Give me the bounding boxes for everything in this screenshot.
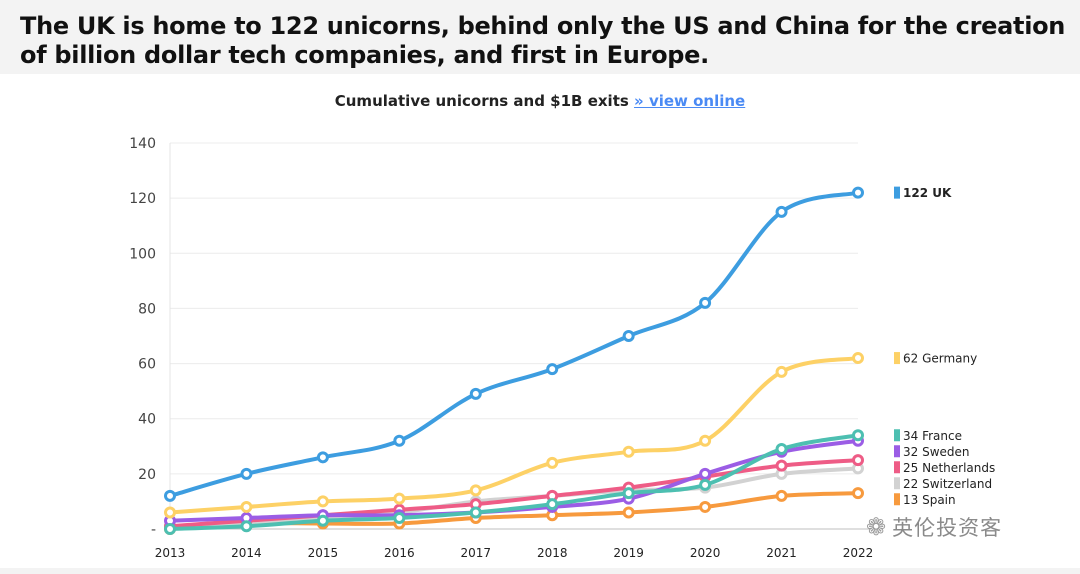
data-point-france [393, 511, 406, 524]
watermark-text: 英伦投资客 [892, 516, 1003, 540]
wechat-icon: ❁ [866, 513, 887, 541]
series-line-germany [168, 356, 860, 515]
data-point-germany [393, 492, 406, 505]
data-point-uk [546, 363, 559, 376]
data-point-uk [852, 186, 864, 199]
data-point-germany [622, 445, 635, 458]
data-point-spain [852, 487, 864, 500]
data-point-france [240, 520, 253, 533]
y-tick-label: 100 [129, 246, 156, 262]
watermark: ❁ 英伦投资客 [866, 512, 1002, 542]
data-point-spain [775, 489, 788, 502]
data-point-germany [699, 434, 712, 447]
data-point-germany [240, 500, 253, 513]
legend-swatch-netherlands [894, 461, 900, 474]
chart-title: Cumulative unicorns and $1B exits » view… [0, 92, 1080, 110]
legend-label-france: 34 France [903, 429, 962, 443]
legend-swatch-spain [894, 493, 900, 506]
view-online-link[interactable]: » view online [634, 92, 746, 110]
data-point-germany [164, 506, 176, 519]
data-point-germany [469, 484, 482, 497]
data-point-spain [699, 500, 712, 513]
y-tick-label: 80 [138, 301, 156, 317]
data-point-uk [699, 296, 712, 309]
y-tick-label: 140 [129, 136, 156, 152]
x-tick-label: 2016 [384, 546, 415, 560]
data-point-france [164, 523, 176, 535]
legend-label-germany: 62 Germany [903, 352, 977, 366]
x-tick-label: 2014 [231, 546, 262, 560]
data-point-uk [393, 434, 406, 447]
x-tick-label: 2018 [537, 546, 568, 560]
data-point-uk [164, 489, 176, 502]
y-tick-label: 60 [138, 357, 156, 373]
legend-label-uk: 122 UK [903, 186, 952, 200]
x-tick-label: 2013 [155, 546, 186, 560]
data-point-spain [622, 506, 635, 519]
series-line-france [168, 433, 860, 531]
data-point-france [546, 498, 559, 511]
data-point-uk [240, 467, 253, 480]
x-tick-label: 2019 [613, 546, 644, 560]
data-point-germany [775, 365, 788, 378]
legend-swatch-uk [894, 186, 900, 199]
data-point-germany [316, 495, 329, 508]
data-point-uk [775, 205, 788, 218]
legend-swatch-france [894, 429, 900, 442]
data-point-uk [622, 330, 635, 342]
data-point-netherlands [775, 459, 788, 472]
legend-label-sweden: 32 Sweden [903, 445, 970, 459]
bottom-band [0, 568, 1080, 574]
y-tick-label: 20 [138, 467, 156, 483]
legend-swatch-switzerland [894, 477, 900, 490]
data-point-netherlands [852, 454, 864, 467]
x-tick-label: 2015 [308, 546, 339, 560]
data-point-sweden [699, 467, 712, 480]
y-tick-label: 120 [129, 191, 156, 207]
x-tick-label: 2021 [766, 546, 797, 560]
x-tick-label: 2017 [461, 546, 492, 560]
legend-label-spain: 13 Spain [903, 493, 956, 507]
data-point-france [469, 506, 482, 519]
y-tick-label: - [151, 522, 156, 538]
legend-label-netherlands: 25 Netherlands [903, 461, 995, 475]
data-point-uk [316, 451, 329, 464]
legend-label-switzerland: 22 Switzerland [903, 477, 992, 491]
data-point-france [622, 487, 635, 500]
data-point-germany [852, 352, 864, 365]
data-point-france [852, 429, 864, 442]
data-point-france [775, 443, 788, 456]
headline-band [0, 0, 1080, 74]
legend-swatch-germany [894, 352, 900, 365]
y-tick-label: 40 [138, 412, 156, 428]
legend-swatch-sweden [894, 445, 900, 458]
series-line-uk [168, 190, 860, 498]
data-point-france [316, 514, 329, 527]
x-tick-label: 2022 [843, 546, 874, 560]
x-tick-label: 2020 [690, 546, 721, 560]
chart-title-text: Cumulative unicorns and $1B exits [334, 92, 629, 110]
data-point-germany [546, 456, 559, 469]
data-point-france [699, 478, 712, 491]
headline: The UK is home to 122 unicorns, behind o… [20, 12, 1066, 69]
data-point-uk [469, 387, 482, 400]
